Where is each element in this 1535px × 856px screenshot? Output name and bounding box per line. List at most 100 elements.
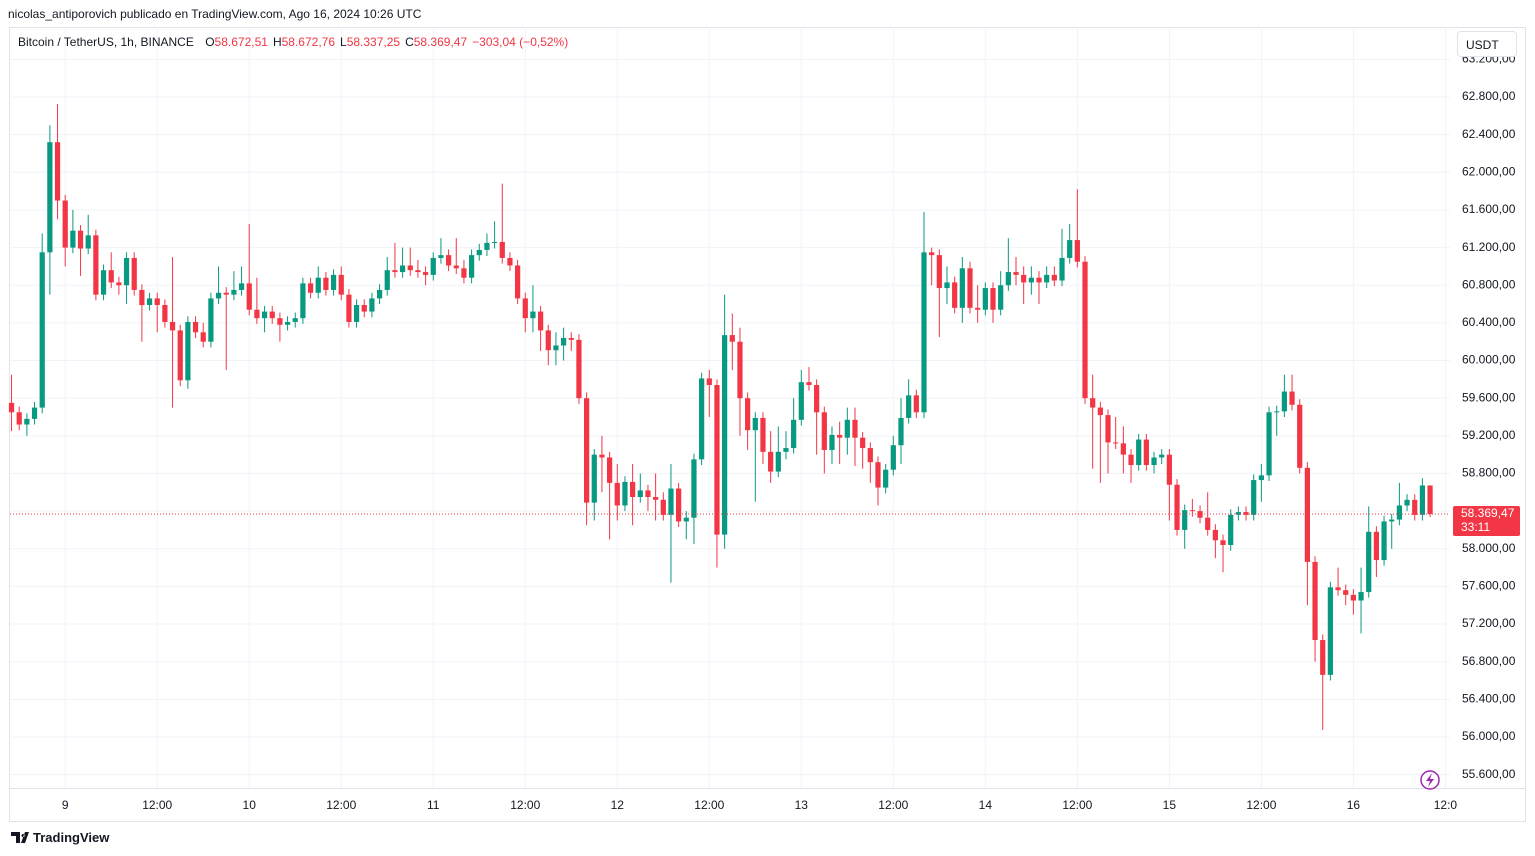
candle-body	[185, 321, 191, 381]
candle-body	[116, 282, 122, 286]
candle-body	[852, 419, 858, 438]
candle-body	[775, 451, 781, 472]
x-tick-label: 12:00	[1062, 798, 1092, 812]
candle-body	[913, 395, 919, 413]
candle-body	[714, 385, 720, 535]
candle-body	[1312, 561, 1318, 641]
x-tick-label: 13	[795, 798, 809, 812]
candle-body	[653, 496, 659, 500]
candle-body	[376, 289, 383, 299]
y-tick-label: 61.200,00	[1462, 240, 1516, 254]
candle-body	[952, 282, 958, 308]
y-tick-label: 56.800,00	[1462, 654, 1516, 668]
candle-body	[369, 298, 375, 312]
candle-body	[660, 499, 666, 515]
legend-key: H	[272, 35, 282, 49]
y-tick-label: 58.800,00	[1462, 466, 1516, 480]
candle-body	[607, 457, 613, 483]
candle-body	[484, 242, 490, 250]
candle-body	[323, 277, 329, 290]
candle-body	[844, 419, 850, 438]
legend-key: O	[205, 35, 215, 49]
candle-body	[576, 339, 582, 399]
y-tick-label: 62.800,00	[1462, 89, 1516, 103]
currency-button[interactable]: USDT	[1457, 31, 1517, 57]
candle-body	[1243, 512, 1249, 515]
candle-body	[1028, 277, 1034, 283]
candle-body	[883, 469, 889, 488]
candle-body	[1143, 439, 1149, 465]
candle-body	[77, 230, 84, 249]
candle-body	[760, 417, 766, 452]
candle-body	[706, 378, 712, 386]
candle-body	[430, 257, 436, 275]
candle-body	[729, 335, 735, 342]
candle-body	[584, 398, 590, 503]
candle-body	[982, 288, 988, 310]
candle-body	[867, 448, 873, 463]
y-tick-label: 62.000,00	[1462, 164, 1516, 178]
candle-body	[829, 434, 835, 450]
candle-body	[1059, 257, 1065, 281]
candle-body	[1281, 391, 1287, 412]
candle-body	[1205, 517, 1211, 530]
price-label-box	[1453, 505, 1520, 536]
candle-body	[1182, 510, 1188, 530]
candle-body	[821, 412, 827, 450]
y-tick-label: 57.200,00	[1462, 616, 1516, 630]
candle-body	[1128, 454, 1134, 465]
x-tick-label: 9	[62, 798, 69, 812]
legend-key: C	[405, 35, 414, 49]
legend: Bitcoin / TetherUS, 1h, BINANCE O58.672,…	[18, 35, 573, 49]
candle-body	[361, 305, 367, 312]
candle-body	[944, 282, 950, 289]
candle-body	[353, 305, 360, 322]
candle-body	[798, 382, 804, 420]
candle-body	[1350, 594, 1356, 601]
candle-body	[936, 255, 942, 289]
candle-body	[1159, 454, 1165, 458]
candle-body	[1166, 454, 1172, 485]
y-tick-label: 61.600,00	[1462, 202, 1516, 216]
candle-body	[1082, 261, 1088, 399]
candle-body	[269, 311, 275, 319]
legend-value: 58.672,76	[281, 35, 335, 49]
candle-body	[530, 311, 536, 319]
candle-body	[330, 274, 337, 290]
candle-body	[1327, 587, 1333, 675]
candle-body	[898, 417, 904, 446]
candle-body	[791, 419, 797, 449]
candle-body	[806, 382, 812, 386]
candle-body	[1228, 514, 1234, 545]
y-tick-label: 62.400,00	[1462, 127, 1516, 141]
candle-body	[599, 454, 605, 458]
x-tick-label: 12:0	[1434, 798, 1458, 812]
candle-body	[1067, 240, 1073, 258]
candle-body	[1266, 412, 1272, 476]
candle-body	[93, 235, 99, 295]
x-tick-label: 12:00	[1246, 798, 1276, 812]
alert-icon[interactable]	[1420, 770, 1440, 790]
candle-body	[875, 462, 881, 488]
candle-body	[1197, 511, 1203, 518]
legend-value: 58.337,25	[346, 35, 401, 49]
candle-body	[461, 268, 467, 278]
candle-body	[100, 270, 107, 295]
candle-body	[62, 200, 68, 248]
candle-body	[1120, 443, 1126, 455]
candle-body	[814, 385, 820, 413]
candle-body	[31, 407, 38, 419]
candle-body	[553, 345, 559, 351]
candle-body	[208, 298, 214, 342]
legend-change: −303,04 (−0,52%)	[472, 35, 569, 49]
y-tick-label: 60.800,00	[1462, 277, 1516, 291]
y-tick-label: 56.000,00	[1462, 729, 1516, 743]
candle-body	[1074, 240, 1080, 262]
candle-body	[8, 402, 15, 413]
candle-body	[998, 285, 1004, 310]
candle-body	[522, 298, 528, 319]
chart-frame	[9, 27, 1526, 822]
candle-body	[1005, 272, 1011, 286]
